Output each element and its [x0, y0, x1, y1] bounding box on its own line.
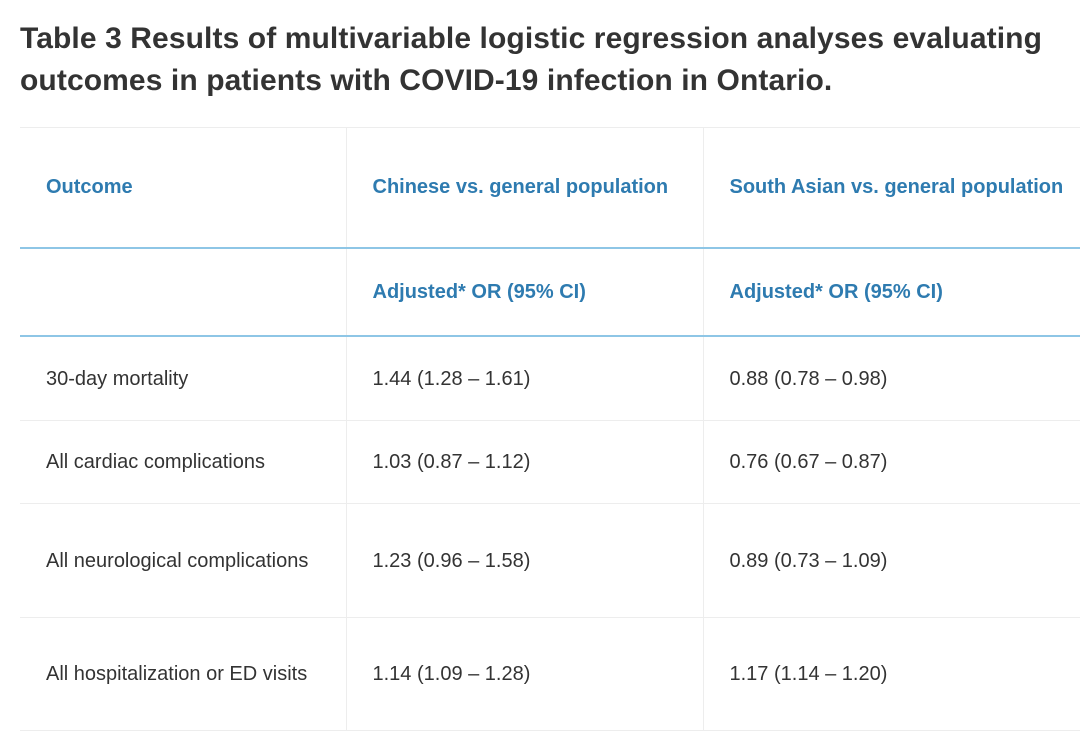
subheader-outcome	[20, 248, 347, 337]
outcome-cell: All hospitalization or ED visits	[20, 617, 347, 731]
outcome-label: 30-day mortality	[46, 367, 189, 390]
table-header-row: Outcome Chinese vs. general population S…	[20, 127, 1080, 249]
chinese-or-cell: 1.44 (1.28 – 1.61)	[346, 336, 704, 421]
table-row: All hospitalization or ED visits 1.14 (1…	[20, 617, 1080, 731]
results-table-container: Outcome Chinese vs. general population S…	[20, 127, 1080, 732]
south-asian-or-cell: 0.89 (0.73 – 1.09)	[703, 503, 1080, 618]
south-asian-or-cell: 1.17 (1.14 – 1.20)	[703, 617, 1080, 731]
chinese-or-cell: 1.14 (1.09 – 1.28)	[346, 617, 704, 731]
outcome-cell: All cardiac complications	[20, 420, 347, 504]
table-title: Table 3 Results of multivariable logisti…	[20, 22, 1042, 97]
outcome-cell: All neurological complications	[20, 503, 347, 618]
subheader-chinese: Adjusted* OR (95% CI)	[346, 248, 704, 337]
column-header-south-asian: South Asian vs. general population	[703, 127, 1080, 249]
table-row: All cardiac complications 1.03 (0.87 – 1…	[20, 420, 1080, 504]
south-asian-or-cell: 0.76 (0.67 – 0.87)	[703, 420, 1080, 504]
outcome-label: All hospitalization or ED visits	[46, 663, 308, 685]
column-header-chinese: Chinese vs. general population	[346, 127, 704, 249]
outcome-cell: 30-day mortality	[20, 336, 347, 421]
outcome-label: All cardiac complications	[46, 451, 265, 473]
south-asian-or-cell: 0.88 (0.78 – 0.98)	[703, 336, 1080, 421]
table-row: 30-day mortality 1.44 (1.28 – 1.61) 0.88…	[20, 336, 1080, 421]
outcome-label: All neurological complications	[46, 549, 309, 572]
chinese-or-cell: 1.23 (0.96 – 1.58)	[346, 503, 704, 618]
chinese-or-cell: 1.03 (0.87 – 1.12)	[346, 420, 704, 504]
column-header-outcome: Outcome	[20, 127, 347, 249]
results-table: Outcome Chinese vs. general population S…	[20, 127, 1080, 731]
table-subheader-row: Adjusted* OR (95% CI) Adjusted* OR (95% …	[20, 248, 1080, 337]
subheader-south-asian: Adjusted* OR (95% CI)	[703, 248, 1080, 337]
table-row: All neurological complications 1.23 (0.9…	[20, 503, 1080, 618]
